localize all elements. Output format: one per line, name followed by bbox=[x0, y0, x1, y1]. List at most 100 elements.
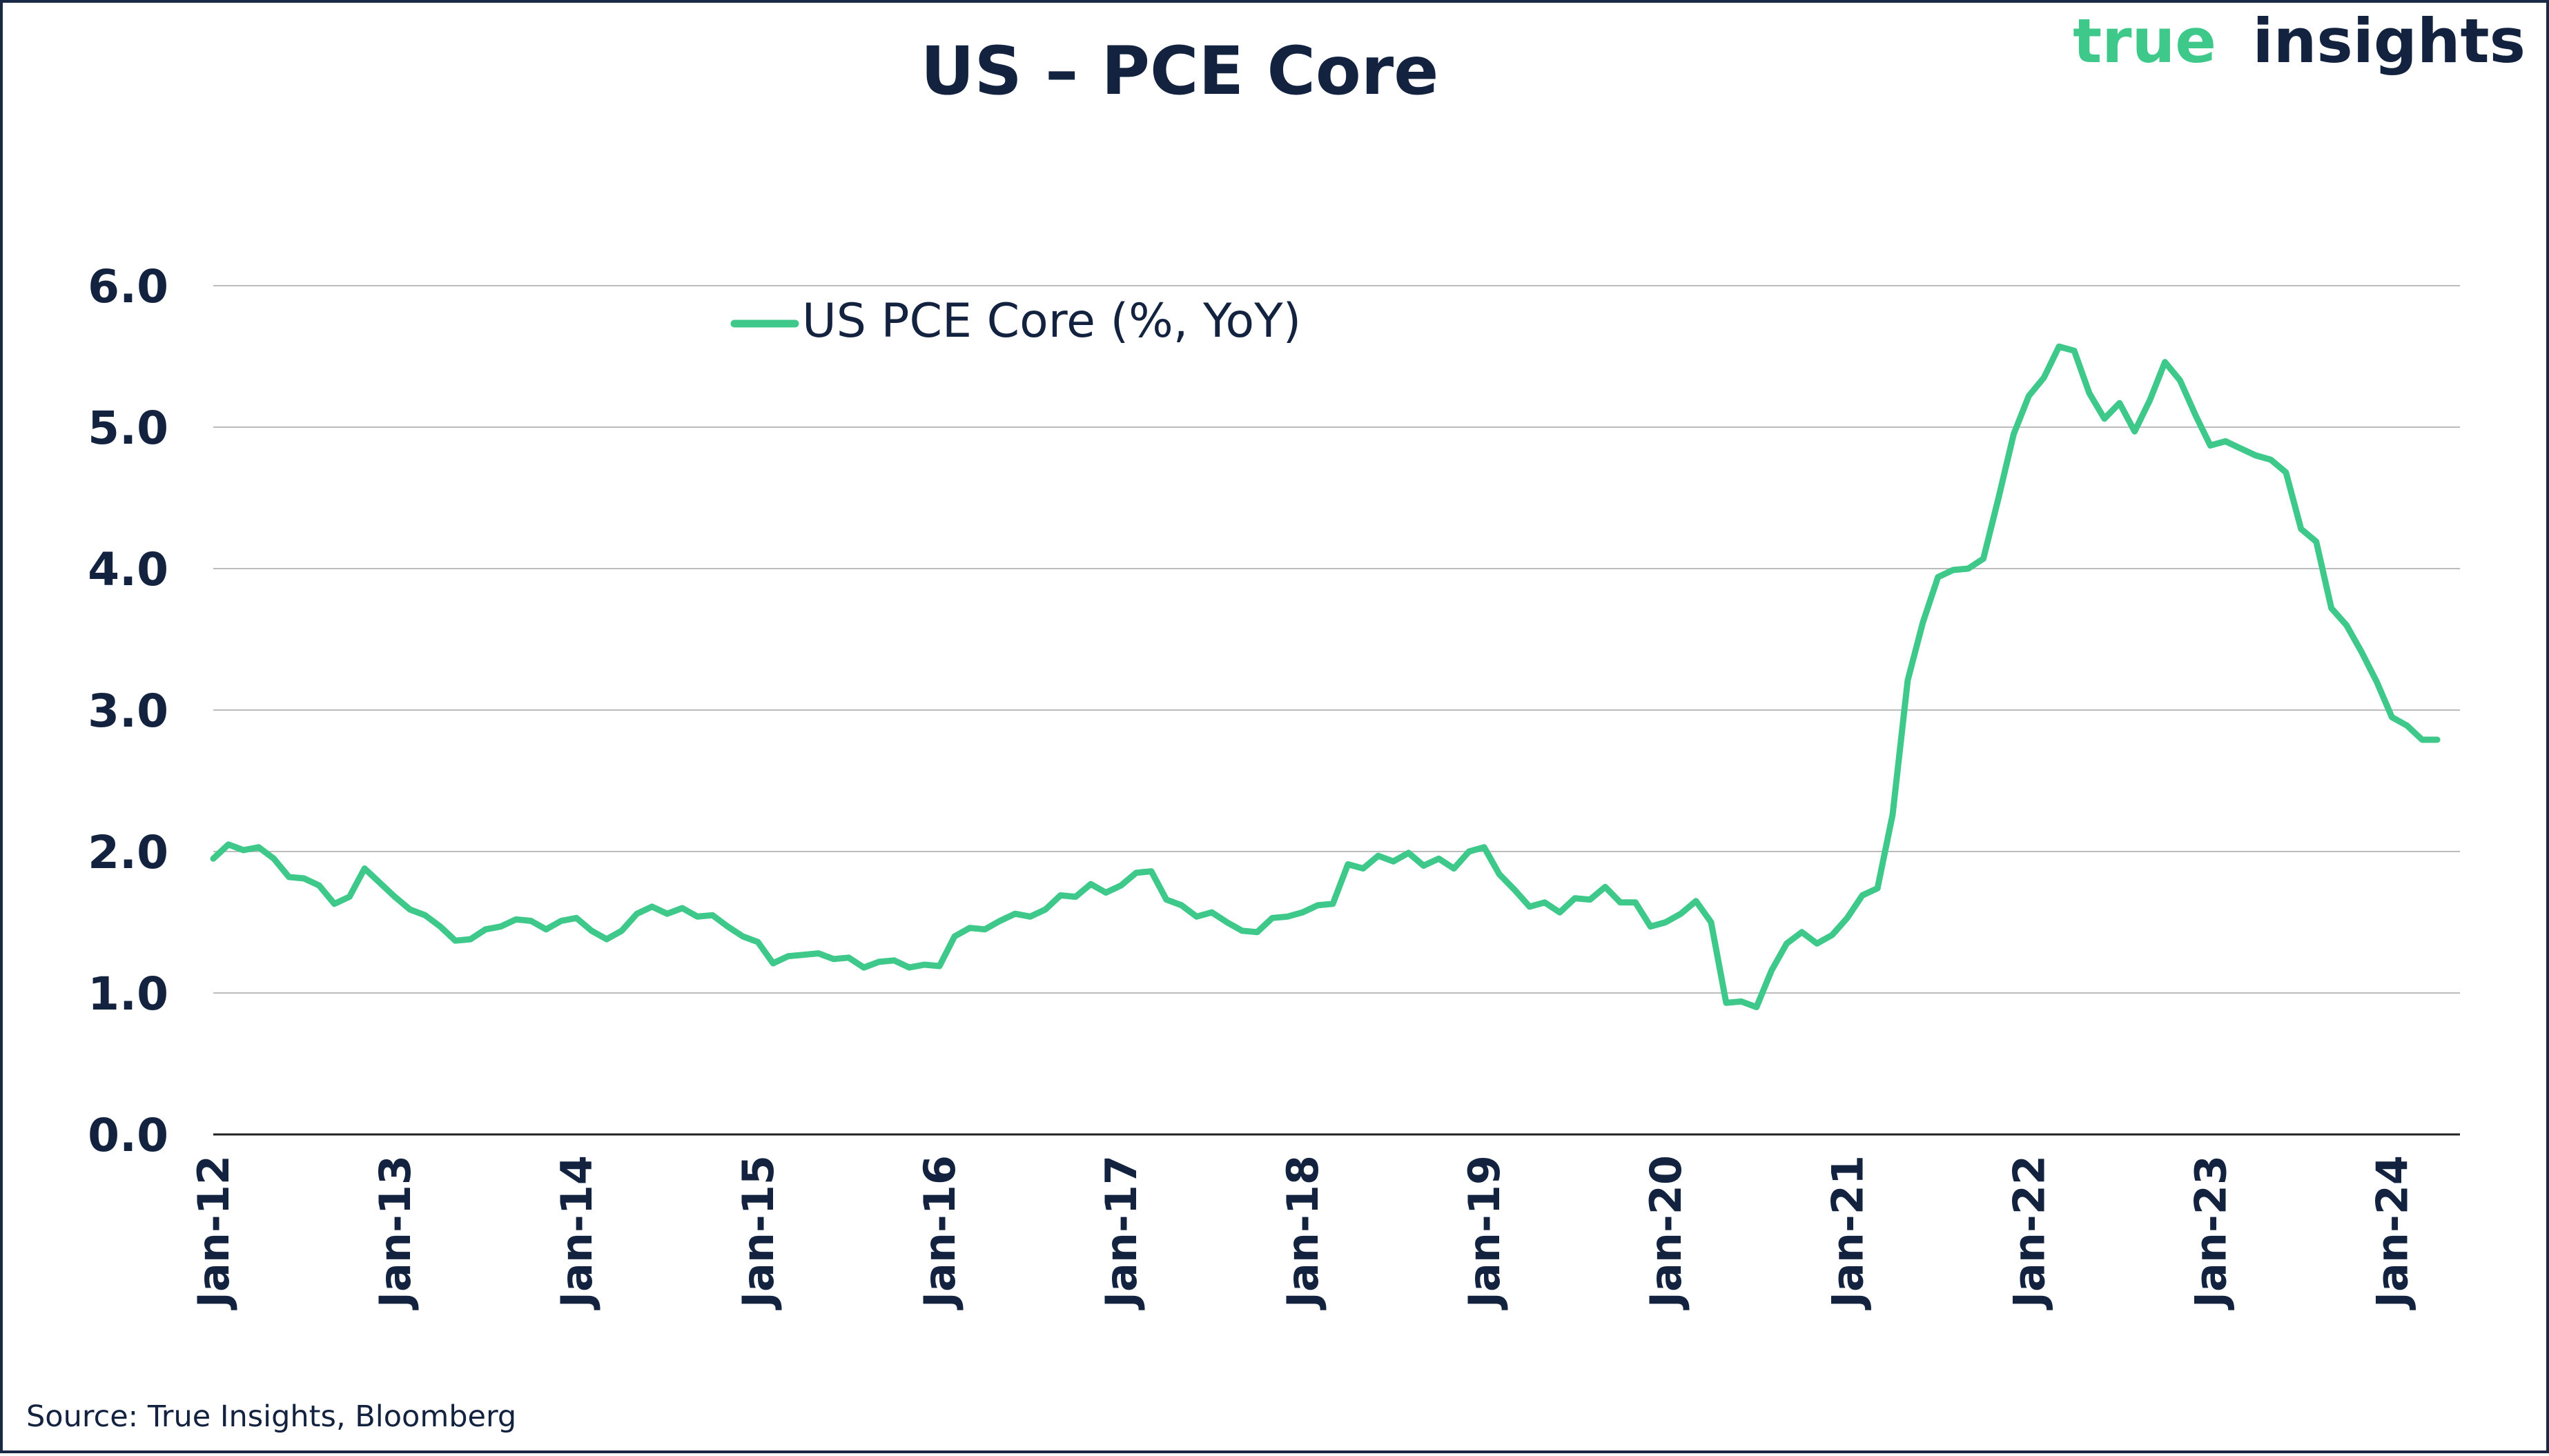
data-point bbox=[1376, 853, 1381, 858]
data-point bbox=[1723, 1000, 1729, 1005]
data-point bbox=[2011, 431, 2016, 437]
data-point bbox=[2056, 344, 2062, 349]
data-point bbox=[1814, 941, 1819, 946]
data-point bbox=[346, 894, 352, 900]
data-point bbox=[1951, 567, 1956, 573]
data-point bbox=[1966, 566, 1971, 571]
data-point bbox=[302, 876, 307, 881]
data-point bbox=[2147, 397, 2153, 403]
data-point bbox=[2359, 649, 2365, 655]
legend: US PCE Core (%, YoY) bbox=[730, 294, 1301, 348]
data-point bbox=[513, 916, 518, 922]
data-point bbox=[1481, 845, 1487, 850]
data-point bbox=[740, 934, 745, 939]
data-point bbox=[2314, 539, 2319, 544]
x-tick-label: Jan-16 bbox=[915, 1155, 965, 1310]
data-point bbox=[1542, 900, 1547, 905]
y-axis-tick-labels: 0.0 1.0 2.0 3.0 4.0 5.0 6.0 bbox=[88, 260, 168, 1162]
x-tick-label: Jan-18 bbox=[1278, 1155, 1328, 1310]
chart-svg: US – PCE Core true insights 0.0 1.0 2.0 3.0… bbox=[26, 6, 2526, 1434]
data-point bbox=[1618, 900, 1623, 905]
series-points bbox=[211, 344, 2440, 1010]
x-tick-label: Jan-19 bbox=[1459, 1155, 1510, 1310]
data-point bbox=[211, 856, 216, 861]
gridlines bbox=[213, 285, 2460, 994]
data-point bbox=[650, 904, 655, 909]
data-point bbox=[694, 914, 700, 919]
data-point bbox=[271, 856, 277, 861]
data-point bbox=[937, 963, 942, 969]
data-point bbox=[1330, 901, 1336, 907]
data-point bbox=[1512, 887, 1517, 892]
data-point bbox=[1632, 900, 1638, 905]
data-point bbox=[1496, 872, 1502, 877]
x-tick-label: Jan-22 bbox=[2004, 1155, 2054, 1310]
data-point bbox=[241, 847, 246, 853]
data-point bbox=[2041, 375, 2047, 380]
data-point bbox=[2434, 737, 2440, 742]
data-point bbox=[1739, 998, 1744, 1004]
data-point bbox=[1164, 897, 1169, 903]
data-point bbox=[604, 936, 609, 942]
data-point bbox=[1209, 909, 1215, 915]
data-point bbox=[558, 918, 564, 924]
series-line-us-pce-core bbox=[210, 343, 2441, 1010]
data-point bbox=[1527, 904, 1532, 909]
data-point bbox=[2374, 679, 2379, 685]
data-point bbox=[1844, 915, 1850, 921]
data-point bbox=[2102, 416, 2107, 422]
data-point bbox=[1436, 856, 1442, 861]
chart-title: US – PCE Core bbox=[921, 32, 1439, 110]
data-point bbox=[1360, 866, 1366, 872]
data-point bbox=[1088, 881, 1093, 887]
data-point bbox=[2238, 446, 2243, 451]
data-point bbox=[1572, 896, 1578, 901]
data-point bbox=[1118, 883, 1124, 888]
data-point bbox=[1043, 907, 1048, 912]
data-point bbox=[528, 918, 534, 924]
data-point bbox=[997, 918, 1003, 924]
x-axis-tick-labels: Jan-12 Jan-13 Jan-14 Jan-15 Jan-16 Jan-17 Jan-… bbox=[188, 1155, 2417, 1310]
data-point bbox=[1981, 556, 1986, 562]
data-point bbox=[861, 965, 867, 970]
data-point bbox=[967, 925, 973, 931]
data-point bbox=[574, 915, 579, 921]
data-point bbox=[1133, 870, 1139, 876]
data-point bbox=[891, 958, 897, 963]
y-tick-label: 6.0 bbox=[88, 260, 168, 313]
data-point bbox=[2283, 470, 2289, 475]
brand-logo-word2: insights bbox=[2253, 6, 2526, 77]
data-point bbox=[1240, 928, 1245, 934]
data-point bbox=[1103, 890, 1109, 896]
x-tick-label: Jan-15 bbox=[733, 1155, 783, 1310]
data-point bbox=[1194, 914, 1200, 919]
data-point bbox=[725, 924, 730, 929]
data-point bbox=[438, 924, 443, 929]
data-point bbox=[2071, 348, 2077, 353]
data-point bbox=[1285, 914, 1290, 919]
data-point bbox=[1179, 903, 1184, 908]
x-tick-label: Jan-21 bbox=[1822, 1155, 1873, 1310]
data-point bbox=[801, 952, 806, 958]
data-point bbox=[710, 912, 715, 918]
y-tick-label: 0.0 bbox=[88, 1109, 168, 1162]
data-point bbox=[1920, 620, 1926, 625]
brand-logo-word1: true bbox=[2073, 6, 2216, 77]
x-tick-label: Jan-14 bbox=[551, 1155, 602, 1310]
data-point bbox=[2178, 377, 2183, 383]
data-point bbox=[422, 912, 428, 918]
data-point bbox=[362, 866, 367, 872]
data-point bbox=[1315, 903, 1320, 908]
data-point bbox=[1345, 862, 1351, 867]
data-point bbox=[1013, 911, 1018, 916]
data-point bbox=[2162, 360, 2168, 365]
data-point bbox=[1073, 894, 1078, 900]
data-point bbox=[1588, 897, 1593, 903]
data-point bbox=[816, 951, 821, 956]
data-point bbox=[2404, 723, 2410, 729]
data-point bbox=[1406, 850, 1412, 856]
data-point bbox=[1269, 915, 1275, 921]
data-point bbox=[2223, 439, 2228, 444]
data-point bbox=[2298, 527, 2304, 532]
